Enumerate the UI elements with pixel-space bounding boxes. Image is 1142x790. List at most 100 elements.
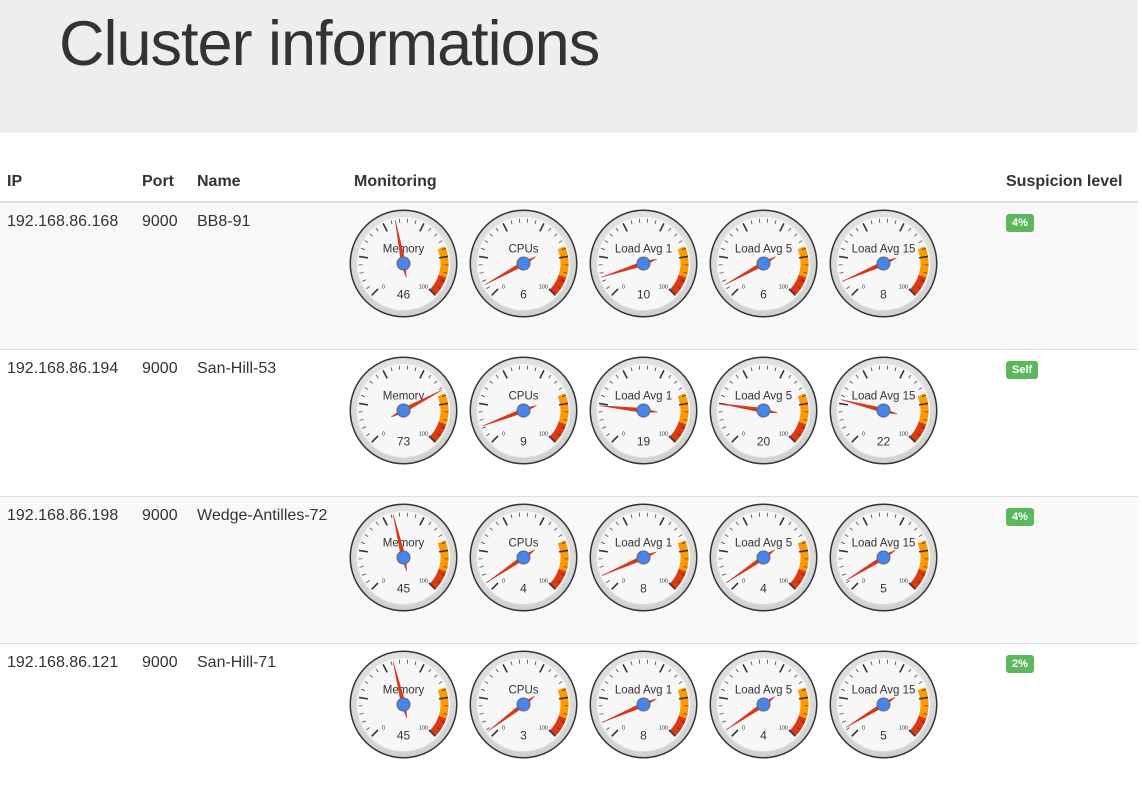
gauge-hub <box>877 404 890 417</box>
gauge-min-label: 0 <box>862 578 865 584</box>
cell-suspicion-level: 4% <box>999 202 1138 350</box>
gauge-hub <box>637 404 650 417</box>
gauge-max-label: 100 <box>539 578 548 584</box>
gauge-value: 4 <box>760 729 767 743</box>
gauge-hub <box>877 698 890 711</box>
suspicion-badge: Self <box>1006 361 1038 379</box>
gauge-max-label: 100 <box>899 284 908 290</box>
cell-ip: 192.168.86.168 <box>0 202 135 350</box>
table-header-row: IP Port Name Monitoring Suspicion level <box>0 163 1138 202</box>
gauge-max-label: 100 <box>419 578 428 584</box>
gauge-max-label: 100 <box>899 725 908 731</box>
gauge-hub <box>517 551 530 564</box>
cell-name: San-Hill-71 <box>190 644 347 790</box>
gauge-max-label: 100 <box>539 431 548 437</box>
gauge-label: Load Avg 5 <box>735 538 792 550</box>
cell-suspicion-level: 2% <box>999 644 1138 790</box>
gauge-max-label: 100 <box>659 431 668 437</box>
gauge-max-label: 100 <box>539 725 548 731</box>
cell-port: 9000 <box>135 202 190 350</box>
gauge-label: Memory <box>383 391 425 403</box>
gauge-label: Load Avg 5 <box>735 244 792 256</box>
gauge-min-label: 0 <box>622 578 625 584</box>
gauge-hub <box>877 551 890 564</box>
gauge-hub <box>517 404 530 417</box>
gauge-label: Load Avg 15 <box>852 391 916 403</box>
gauge-hub <box>397 257 410 270</box>
gauge-label: Load Avg 1 <box>615 391 672 403</box>
gauge-min-label: 0 <box>622 431 625 437</box>
gauge-value: 5 <box>880 729 887 743</box>
suspicion-badge: 4% <box>1006 508 1034 526</box>
gauge-value: 8 <box>640 729 647 743</box>
gauge-hub <box>877 257 890 270</box>
cell-ip: 192.168.86.198 <box>0 497 135 644</box>
gauge-label: Load Avg 1 <box>615 685 672 697</box>
gauge-min-label: 0 <box>622 725 625 731</box>
gauge-min-label: 0 <box>382 578 385 584</box>
gauge-max-label: 100 <box>779 578 788 584</box>
cell-name: San-Hill-53 <box>190 350 347 497</box>
suspicion-badge: 2% <box>1006 655 1034 673</box>
gauge: 0 100 Memory 45 <box>347 501 460 614</box>
cell-port: 9000 <box>135 497 190 644</box>
gauge-min-label: 0 <box>382 725 385 731</box>
gauge-max-label: 100 <box>659 284 668 290</box>
gauge-label: Memory <box>383 538 425 550</box>
gauge-value: 22 <box>877 435 891 449</box>
gauge-hub <box>757 551 770 564</box>
gauge-min-label: 0 <box>862 725 865 731</box>
gauge-hub <box>517 257 530 270</box>
gauge-label: CPUs <box>508 244 538 256</box>
cell-port: 9000 <box>135 350 190 497</box>
gauge-value: 8 <box>880 288 887 302</box>
gauge-value: 45 <box>397 582 411 596</box>
gauge-max-label: 100 <box>779 431 788 437</box>
gauge-label: Load Avg 5 <box>735 391 792 403</box>
cell-port: 9000 <box>135 644 190 790</box>
gauge-hub <box>637 698 650 711</box>
gauge-min-label: 0 <box>862 284 865 290</box>
gauge-label: Load Avg 1 <box>615 244 672 256</box>
gauge-hub <box>757 698 770 711</box>
gauge-min-label: 0 <box>622 284 625 290</box>
gauge-hub <box>397 551 410 564</box>
gauge-min-label: 0 <box>502 431 505 437</box>
gauge-max-label: 100 <box>899 578 908 584</box>
header-suspicion-level: Suspicion level <box>999 163 1138 202</box>
gauge-value: 45 <box>397 729 411 743</box>
suspicion-badge: 4% <box>1006 214 1034 232</box>
gauge-min-label: 0 <box>382 284 385 290</box>
gauge-label: Load Avg 15 <box>852 538 916 550</box>
header-ip: IP <box>0 163 135 202</box>
gauge-max-label: 100 <box>779 725 788 731</box>
cell-name: Wedge-Antilles-72 <box>190 497 347 644</box>
gauge-min-label: 0 <box>742 578 745 584</box>
header-monitoring: Monitoring <box>347 163 999 202</box>
